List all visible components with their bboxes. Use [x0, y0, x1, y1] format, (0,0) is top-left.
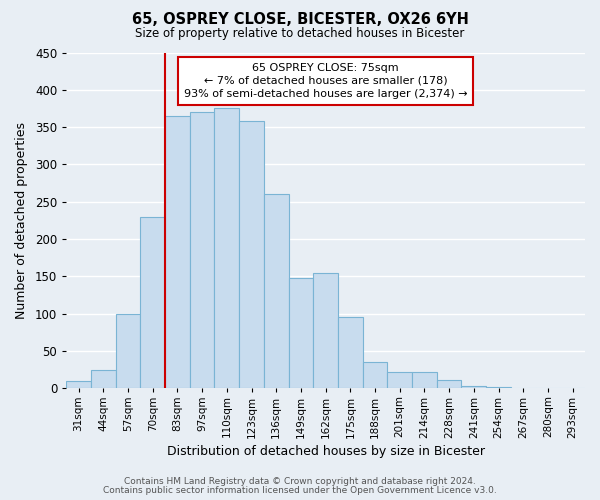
Y-axis label: Number of detached properties: Number of detached properties [15, 122, 28, 319]
Text: 65, OSPREY CLOSE, BICESTER, OX26 6YH: 65, OSPREY CLOSE, BICESTER, OX26 6YH [131, 12, 469, 28]
Bar [486, 387, 511, 388]
Bar [239, 121, 264, 388]
Bar [190, 112, 214, 388]
Bar [214, 108, 239, 388]
Bar [388, 372, 412, 388]
X-axis label: Distribution of detached houses by size in Bicester: Distribution of detached houses by size … [167, 444, 485, 458]
Bar [412, 372, 437, 388]
Bar [140, 217, 165, 388]
Bar [338, 317, 362, 388]
Bar [437, 380, 461, 388]
Bar [116, 314, 140, 388]
Text: Contains HM Land Registry data © Crown copyright and database right 2024.: Contains HM Land Registry data © Crown c… [124, 477, 476, 486]
Bar [165, 116, 190, 388]
Text: Size of property relative to detached houses in Bicester: Size of property relative to detached ho… [136, 28, 464, 40]
Text: Contains public sector information licensed under the Open Government Licence v3: Contains public sector information licen… [103, 486, 497, 495]
Text: 65 OSPREY CLOSE: 75sqm
← 7% of detached houses are smaller (178)
93% of semi-det: 65 OSPREY CLOSE: 75sqm ← 7% of detached … [184, 62, 467, 99]
Bar [461, 386, 486, 388]
Bar [264, 194, 289, 388]
Bar [313, 273, 338, 388]
Bar [91, 370, 116, 388]
Bar [362, 362, 388, 388]
Bar [289, 278, 313, 388]
Bar [66, 381, 91, 388]
